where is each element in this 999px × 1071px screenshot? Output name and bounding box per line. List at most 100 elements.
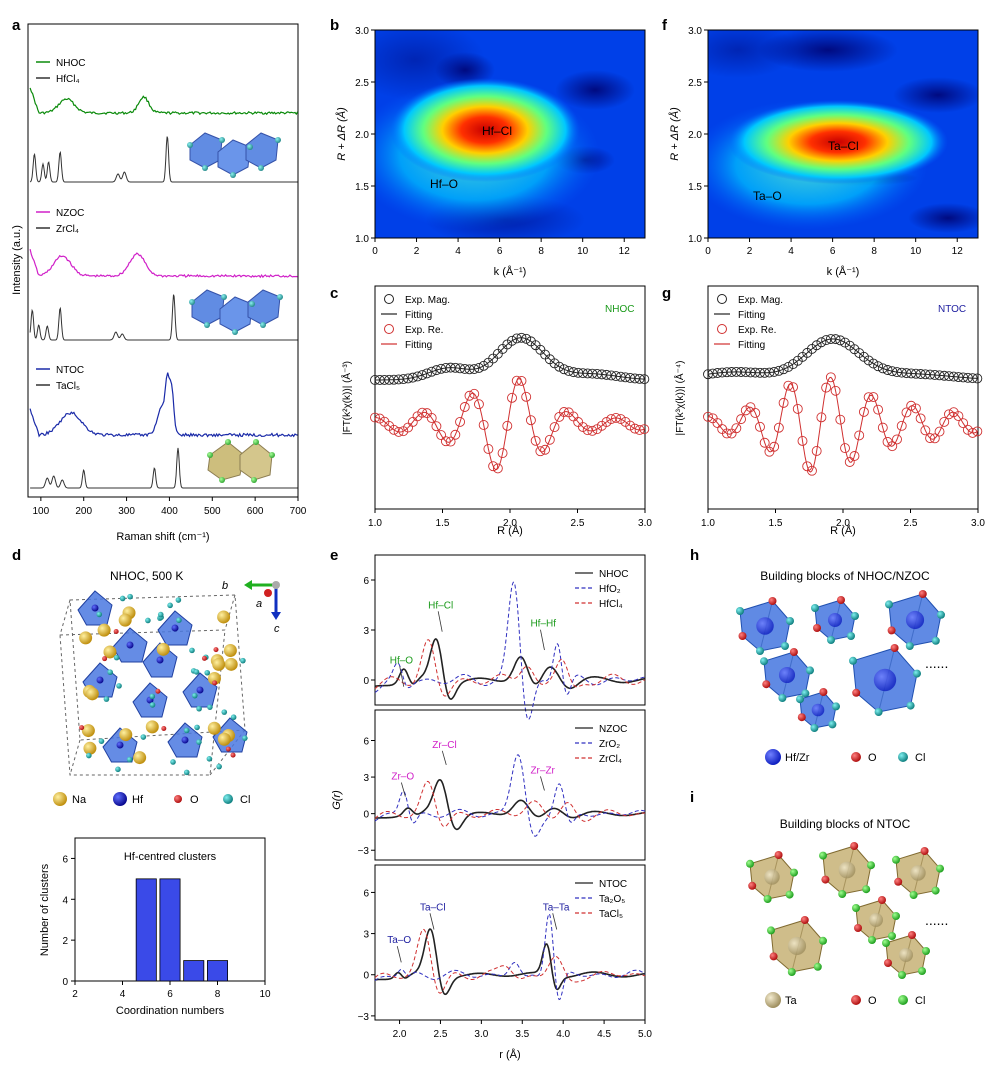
wavelet-heatmap [375,30,645,238]
x-tick-label: 300 [118,506,135,517]
y-axis-label: Number of clusters [39,863,51,956]
exp-magnitude-point [592,369,603,379]
exp-magnitude-point [379,374,390,385]
exp-magnitude-point [611,371,621,382]
peak-annotation: Hf–Cl [428,600,453,611]
cl-atom [191,692,198,699]
vertex-atom [888,932,896,940]
exp-real-point [830,385,841,396]
panel-f: f Ta–Cl Ta–O R + ΔR (Å) k (Å⁻¹) 0 2 4 6 8 10 1… [662,17,979,278]
species-label: O [868,752,877,764]
exp-real-point [417,407,428,418]
cl-atom [107,669,113,676]
x-axis-label: Raman shift (cm⁻¹) [116,531,209,543]
peak-annotation: Ta–Cl [420,902,446,913]
vertex-atom [806,666,814,675]
exp-magnitude-point [511,333,522,344]
vertex-atom [920,847,929,855]
legend-label: NTOC [599,879,627,890]
pdf-curve [374,912,646,1001]
legend-label: Fitting [405,310,432,321]
cl-atom [196,705,202,712]
exp-real-point [474,399,484,410]
panel-label: f [662,17,668,34]
x-axis-label: r (Å) [499,1048,520,1061]
exp-magnitude-point [464,364,475,375]
species-label: Hf [132,794,144,806]
exp-real-point [639,424,650,435]
annotation-hf-o: Hf–O [430,177,458,191]
exp-real-point [721,428,732,439]
panel-i: i Building blocks of NTOC ...... Ta O Cl [690,789,948,1008]
na-atom [97,623,111,637]
vertex-atom [790,868,798,877]
exp-magnitude-point [629,373,640,384]
raman-trace-sample [29,87,299,116]
exp-magnitude-point [559,364,569,375]
panel-label: d [12,547,21,564]
species-legend: Hf/Zr O Cl [765,749,925,765]
exp-magnitude-point [469,364,480,374]
center-atom [838,861,856,879]
legend: Exp. Mag. Fitting Exp. Re. Fitting [381,294,450,351]
hf-atom [96,676,104,684]
center-atom [910,865,926,881]
exp-magnitude-point [868,358,879,369]
vertex-atom [909,891,918,899]
vertex-atom [878,896,886,904]
pdf-curve [374,754,646,837]
exp-magnitude-point [426,366,437,377]
exp-magnitude-point [459,363,470,374]
exp-magnitude-point [717,367,728,378]
annotation-arrow [441,750,447,765]
x-tick-label: 10 [910,246,922,257]
exp-real-point [849,451,860,461]
x-axis-label: R (Å) [497,524,523,537]
exp-real-point [426,413,437,423]
raman-trace-reference [29,294,298,341]
exp-real-point [844,457,855,467]
panel-g: g NTOC |FT(k³χ(k))| (Å⁻⁴) R (Å) 1.0 1.5 2.… [662,285,985,537]
peak-annotation: Hf–Hf [530,619,556,630]
species-label: O [190,794,199,806]
bar-cn-5 [135,878,157,982]
y-axis-label: R + ΔR (Å) [335,107,348,161]
vertex-atom [931,636,940,645]
x-tick-label: 0 [705,246,711,257]
cluster-illustrations [736,590,945,732]
exp-magnitude-point [901,368,912,379]
x-ticks: 1.0 1.5 2.0 2.5 3.0 [701,509,985,529]
exp-magnitude-point [703,369,713,380]
exp-magnitude-point [773,365,784,376]
legend-label: Exp. Mag. [738,295,783,306]
exp-real-point [925,433,936,444]
vertex-atom [898,971,906,979]
exp-real-point [967,427,978,438]
exp-magnitude-point [554,361,565,372]
y-tick-label: 2.5 [688,78,702,89]
legend-label: ZrCl₄ [599,754,622,765]
cl-atom [240,657,246,664]
exp-magnitude-point [816,337,827,348]
fit-magnitude [707,338,979,379]
vertex-atom [748,881,757,890]
vertex-atom [797,713,806,722]
exp-magnitude-point [412,371,423,382]
legend-label: Exp. Re. [405,325,443,336]
x-tick-label: 6 [167,989,173,1000]
x-tick-label: 200 [75,506,92,517]
cl-atom [189,647,195,654]
species-swatch-na [53,792,67,806]
exp-real-point [972,426,983,437]
y-tick-label: 1.5 [355,182,369,193]
pdf-subpanel: 6 3 0 NHOC HfO₂ HfCl₄ Hf–O Hf–Cl Hf–Hf [363,554,646,720]
y-tick-label: 0 [363,676,369,687]
exp-real-point [901,407,912,418]
peak-annotation: Hf–O [390,655,414,666]
x-tick-label: 2 [747,246,753,257]
exp-magnitude-point [516,332,527,343]
x-tick-label: 6 [830,246,836,257]
vertex-atom [832,702,840,711]
building-blocks-title: Building blocks of NTOC [780,817,911,831]
